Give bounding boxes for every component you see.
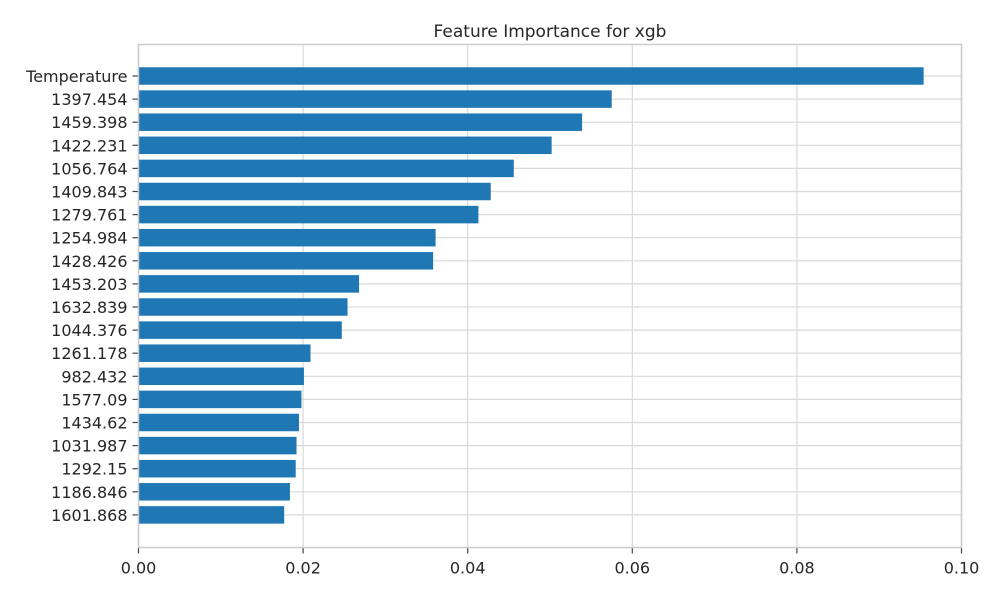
bar <box>138 90 612 108</box>
bar <box>138 136 552 155</box>
bars <box>138 67 924 524</box>
y-tick-label: 1254.984 <box>51 229 127 248</box>
y-tick-label: 1292.15 <box>61 460 127 479</box>
chart-title: Feature Importance for xgb <box>434 22 667 42</box>
x-tick-label: 0.04 <box>450 559 486 578</box>
y-tick-label: 1044.376 <box>51 321 127 340</box>
bar <box>138 228 436 247</box>
plot-frame <box>137 43 963 549</box>
y-tick-label: 1261.178 <box>51 344 127 363</box>
bar <box>138 436 297 455</box>
y-tick-label: Temperature <box>25 67 127 86</box>
y-tick-label: 1279.761 <box>51 206 127 225</box>
x-tick-label: 0.00 <box>121 559 157 578</box>
y-tick-label: 982.432 <box>61 367 127 386</box>
bar <box>138 252 434 270</box>
bar <box>138 321 342 339</box>
bar <box>138 483 290 501</box>
y-tick-label: 1428.426 <box>51 252 127 271</box>
bar <box>138 506 285 524</box>
y-tick-label: 1031.987 <box>51 437 127 456</box>
y-tick-label: 1601.868 <box>51 506 127 525</box>
bar <box>138 298 348 316</box>
x-tick-label: 0.08 <box>779 559 815 578</box>
y-tick-label: 1056.764 <box>51 159 127 178</box>
bar <box>138 275 360 293</box>
bar <box>138 344 311 362</box>
bar <box>138 413 299 432</box>
bar <box>138 367 304 386</box>
y-tick-label: 1453.203 <box>51 275 127 294</box>
y-tick-label: 1186.846 <box>51 483 127 502</box>
bar <box>138 113 583 131</box>
bar <box>138 205 479 224</box>
x-tick-label: 0.10 <box>944 559 980 578</box>
bar <box>138 182 491 201</box>
bar <box>138 459 296 478</box>
y-tick-label: 1409.843 <box>51 183 127 202</box>
bar <box>138 67 924 85</box>
y-tick-label: 1397.454 <box>51 90 127 109</box>
x-tick-label: 0.02 <box>285 559 321 578</box>
y-tick-labels: Temperature 1397.454 1459.398 1422.231 1056.… <box>25 67 139 525</box>
y-tick-label: 1577.09 <box>61 390 127 409</box>
x-tick-label: 0.06 <box>614 559 650 578</box>
bar <box>138 159 514 178</box>
x-tick-labels: 0.00 0.02 0.04 0.06 0.08 0.10 <box>121 547 980 578</box>
y-tick-label: 1422.231 <box>51 136 127 155</box>
bar <box>138 390 302 409</box>
y-tick-label: 1459.398 <box>51 113 127 132</box>
y-tick-label: 1632.839 <box>51 298 127 317</box>
y-tick-label: 1434.62 <box>61 414 127 433</box>
